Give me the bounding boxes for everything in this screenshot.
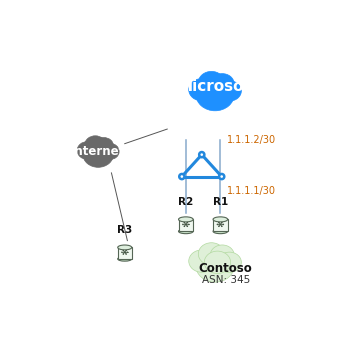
Ellipse shape xyxy=(189,79,215,101)
Text: ASN: 345: ASN: 345 xyxy=(202,276,250,285)
Ellipse shape xyxy=(90,142,111,160)
Ellipse shape xyxy=(83,141,113,167)
Text: Microsoft: Microsoft xyxy=(177,79,258,94)
Circle shape xyxy=(125,250,127,251)
Ellipse shape xyxy=(213,229,228,234)
Text: R3: R3 xyxy=(117,225,132,235)
Circle shape xyxy=(121,252,123,253)
Ellipse shape xyxy=(198,71,225,94)
Circle shape xyxy=(186,222,188,224)
Ellipse shape xyxy=(204,251,231,274)
Ellipse shape xyxy=(100,143,119,159)
Text: Internet: Internet xyxy=(71,145,125,158)
Ellipse shape xyxy=(179,217,193,222)
Circle shape xyxy=(127,252,128,253)
FancyBboxPatch shape xyxy=(213,219,228,231)
Ellipse shape xyxy=(217,252,241,273)
Circle shape xyxy=(220,224,221,225)
Ellipse shape xyxy=(198,243,225,265)
Circle shape xyxy=(188,224,190,225)
Ellipse shape xyxy=(217,81,241,101)
Circle shape xyxy=(217,224,218,225)
Text: R1: R1 xyxy=(213,197,228,207)
Ellipse shape xyxy=(213,217,228,222)
Ellipse shape xyxy=(118,245,132,250)
Ellipse shape xyxy=(77,141,98,159)
Text: Contoso: Contoso xyxy=(199,262,253,275)
Text: 1.1.1.2/30: 1.1.1.2/30 xyxy=(227,135,276,145)
Ellipse shape xyxy=(196,250,234,282)
FancyBboxPatch shape xyxy=(179,219,193,231)
Circle shape xyxy=(186,225,188,227)
Circle shape xyxy=(218,222,220,224)
Circle shape xyxy=(122,250,124,251)
Circle shape xyxy=(124,252,126,253)
Circle shape xyxy=(221,225,222,227)
Ellipse shape xyxy=(85,136,106,154)
Circle shape xyxy=(122,253,124,255)
Ellipse shape xyxy=(189,250,215,272)
Ellipse shape xyxy=(118,257,132,261)
FancyBboxPatch shape xyxy=(118,247,132,259)
Circle shape xyxy=(184,225,185,227)
Circle shape xyxy=(221,222,222,224)
Ellipse shape xyxy=(94,138,113,154)
Circle shape xyxy=(218,225,220,227)
Circle shape xyxy=(184,222,185,224)
Ellipse shape xyxy=(179,229,193,234)
Ellipse shape xyxy=(210,245,234,265)
Text: R2: R2 xyxy=(178,197,193,207)
Circle shape xyxy=(222,224,224,225)
Text: 1.1.1.1/30: 1.1.1.1/30 xyxy=(227,187,276,197)
Ellipse shape xyxy=(204,80,231,102)
Circle shape xyxy=(179,174,184,179)
Circle shape xyxy=(199,152,204,157)
Circle shape xyxy=(185,224,187,225)
Ellipse shape xyxy=(196,78,234,111)
Circle shape xyxy=(219,174,224,179)
Circle shape xyxy=(182,224,184,225)
Circle shape xyxy=(125,253,127,255)
Ellipse shape xyxy=(210,73,234,94)
